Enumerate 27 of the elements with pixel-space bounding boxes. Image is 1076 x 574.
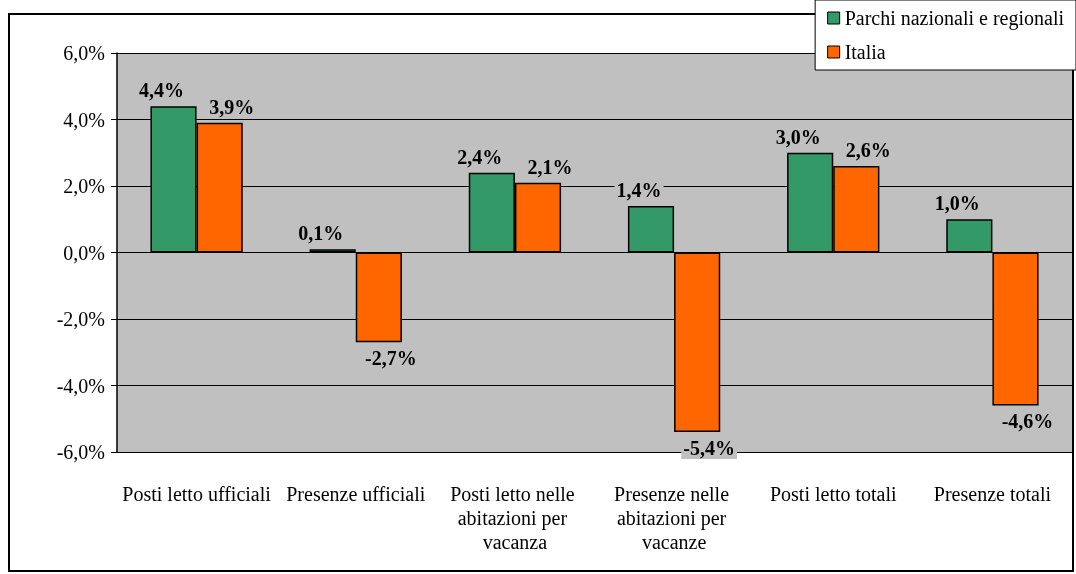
data-label: 0,1% <box>298 222 344 245</box>
x-tick-label: Posti letto ufficiali <box>122 483 272 505</box>
x-tick-label: Posti letto nelle abitazioni per vacanza <box>450 483 580 553</box>
data-label: 4,4% <box>139 79 184 102</box>
data-label: -2,7% <box>364 347 417 370</box>
x-tick-label: Presenze totali <box>933 483 1052 505</box>
y-tick-label: 0,0% <box>63 241 105 264</box>
data-label: -4,6% <box>1001 410 1054 433</box>
data-label: 2,1% <box>527 155 573 178</box>
data-label: 2,4% <box>457 145 503 168</box>
data-label: -5,4% <box>683 437 735 460</box>
y-tick-label: 2,0% <box>63 175 105 197</box>
data-label: 1,0% <box>934 192 980 215</box>
y-tick-label: -6,0% <box>56 441 105 463</box>
y-tick-label: 6,0% <box>63 42 105 64</box>
y-tick-label: -4,0% <box>56 374 105 397</box>
data-label: 3,0% <box>775 125 821 148</box>
legend-label: Italia <box>844 41 886 63</box>
data-label: 2,6% <box>845 139 891 162</box>
x-tick-label: Presenze nelle abitazioni per vacanze <box>614 483 735 553</box>
legend-label: Parchi nazionali e regionali <box>844 7 1065 30</box>
y-tick-label: -2,0% <box>56 308 105 330</box>
data-label: 1,4% <box>616 178 662 201</box>
x-tick-label: Presenze ufficiali <box>286 483 426 505</box>
y-tick-label: 4,0% <box>63 108 105 131</box>
data-label: 3,9% <box>209 95 255 118</box>
x-tick-label: Posti letto totali <box>769 483 898 505</box>
